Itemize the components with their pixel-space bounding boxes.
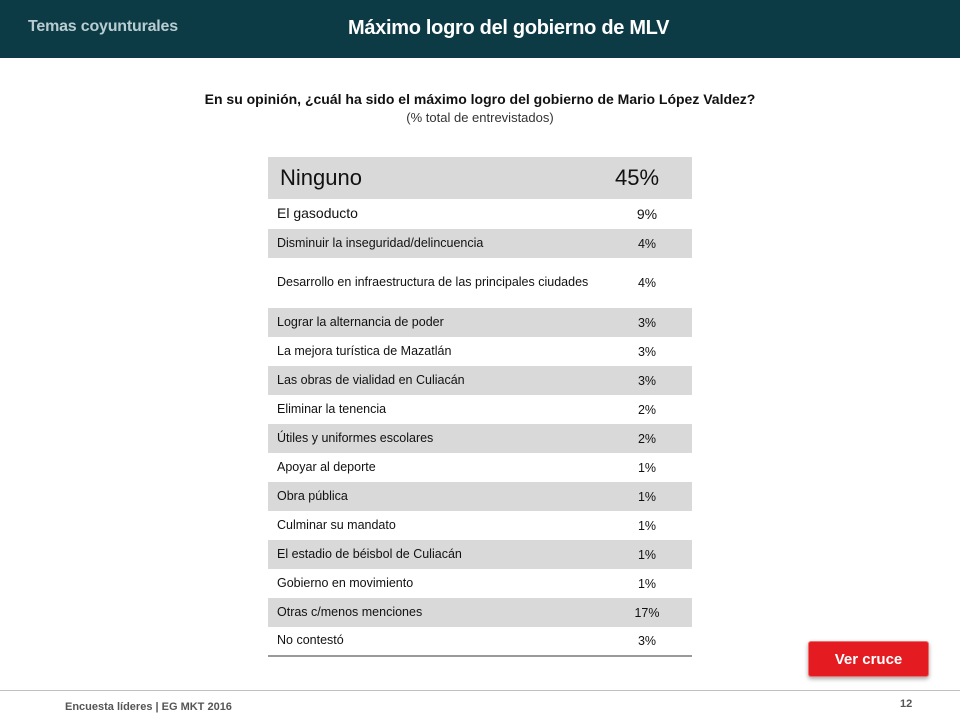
row-value: 1% (637, 460, 657, 475)
row-value: 9% (636, 206, 658, 222)
row-value: 3% (637, 634, 657, 648)
row-label: Las obras de vialidad en Culiacán (277, 372, 465, 387)
row-value: 3% (637, 373, 657, 388)
header-bar: Temas coyunturales Máximo logro del gobi… (0, 0, 960, 58)
results-table: Ninguno 45% El gasoducto 9% Disminuir la… (268, 157, 692, 657)
table-row: Disminuir la inseguridad/delincuencia 4% (268, 229, 692, 258)
table-row: Apoyar al deporte 1% (268, 453, 692, 482)
page-number: 12 (900, 698, 913, 710)
footer-divider (0, 690, 960, 691)
row-label: Desarrollo en infraestructura de las pri… (277, 275, 589, 290)
row-value: 1% (637, 489, 657, 504)
table-row: La mejora turística de Mazatlán 3% (268, 337, 692, 366)
row-value: 4% (637, 236, 657, 251)
table-row: Desarrollo en infraestructura de las pri… (268, 258, 692, 308)
footer-text: Encuesta líderes | EG MKT 2016 (65, 701, 232, 713)
row-label: Útiles y uniformes escolares (277, 430, 434, 445)
row-value: 45% (614, 165, 660, 190)
row-value: 1% (637, 576, 657, 591)
row-label: El gasoducto (277, 205, 358, 222)
row-label: El estadio de béisbol de Culiacán (277, 546, 462, 561)
section-tag: Temas coyunturales (28, 18, 178, 35)
survey-question: En su opinión, ¿cuál ha sido el máximo l… (204, 91, 756, 107)
table-row: No contestó 3% (268, 627, 692, 657)
table-row: Las obras de vialidad en Culiacán 3% (268, 366, 692, 395)
survey-subtitle: (% total de entrevistados) (406, 110, 554, 125)
row-label: Apoyar al deporte (277, 459, 376, 474)
row-label: Lograr la alternancia de poder (277, 314, 444, 329)
row-label: Ninguno (280, 164, 362, 190)
table-row: Útiles y uniformes escolares 2% (268, 424, 692, 453)
row-label: Culminar su mandato (277, 517, 396, 532)
row-label: No contestó (277, 633, 344, 648)
row-value: 4% (637, 276, 657, 290)
table-row: El gasoducto 9% (268, 199, 692, 229)
row-label: Obra pública (277, 488, 348, 503)
slide-title: Máximo logro del gobierno de MLV (348, 17, 670, 39)
row-value: 2% (637, 431, 657, 446)
table-row: Culminar su mandato 1% (268, 511, 692, 540)
row-value: 3% (637, 344, 657, 359)
row-label: Gobierno en movimiento (277, 575, 414, 590)
row-value: 1% (637, 518, 657, 533)
row-value: 3% (637, 315, 657, 330)
row-value: 2% (637, 402, 657, 417)
table-row: Eliminar la tenencia 2% (268, 395, 692, 424)
row-value: 17% (634, 605, 660, 620)
table-row: Lograr la alternancia de poder 3% (268, 308, 692, 337)
ver-cruce-button[interactable]: Ver cruce (808, 641, 929, 677)
row-label: Otras c/menos menciones (277, 604, 423, 619)
row-label: La mejora turística de Mazatlán (277, 343, 452, 358)
table-row: Obra pública 1% (268, 482, 692, 511)
row-label: Eliminar la tenencia (277, 401, 387, 416)
row-label: Disminuir la inseguridad/delincuencia (277, 235, 484, 250)
table-row: Ninguno 45% (268, 157, 692, 199)
row-value: 1% (637, 547, 657, 562)
table-row: El estadio de béisbol de Culiacán 1% (268, 540, 692, 569)
table-row: Gobierno en movimiento 1% (268, 569, 692, 598)
table-row: Otras c/menos menciones 17% (268, 598, 692, 627)
